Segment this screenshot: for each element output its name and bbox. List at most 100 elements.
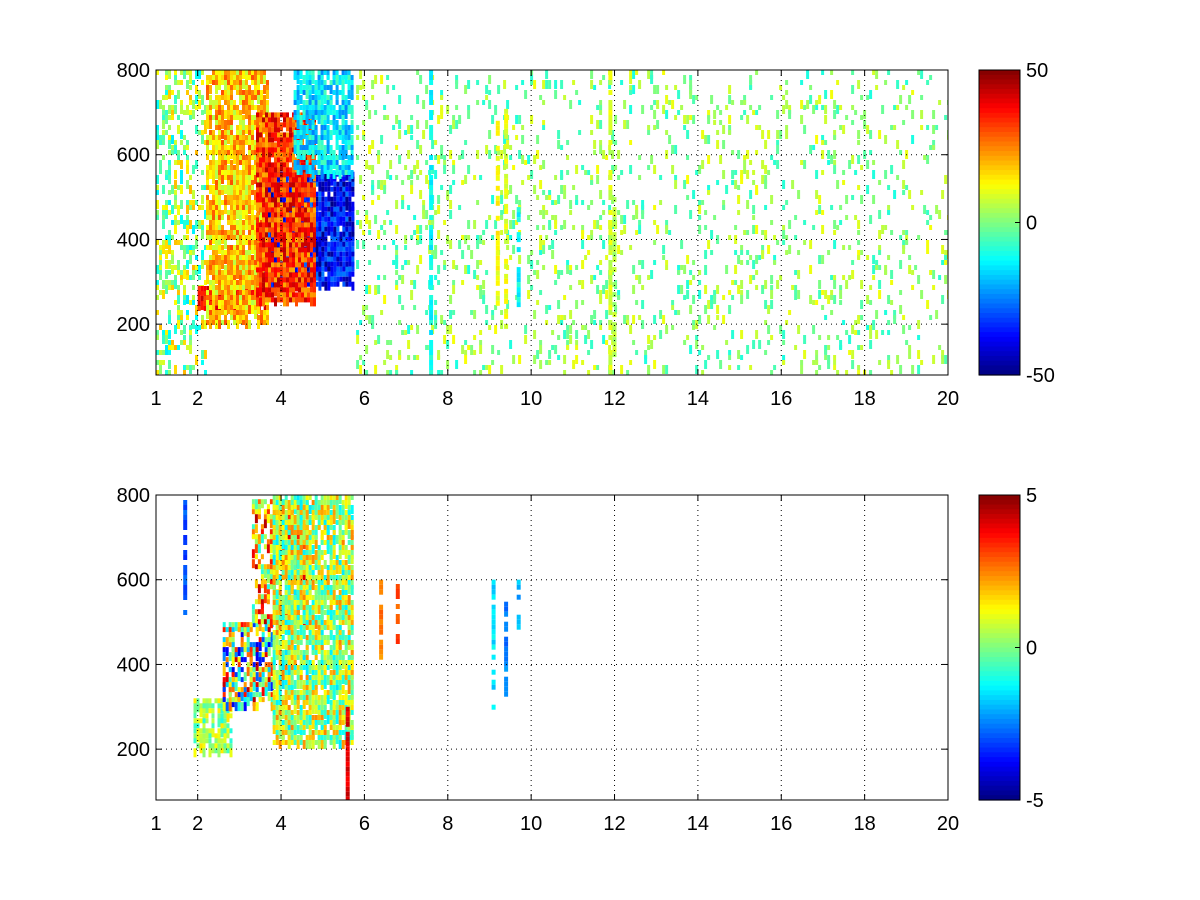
heatmap-cell (317, 105, 321, 114)
heatmap-cell (293, 140, 297, 145)
heatmap-cell (752, 180, 756, 185)
heatmap-cell (452, 165, 456, 174)
heatmap-cell (156, 370, 159, 375)
heatmap-cell (491, 195, 495, 204)
heatmap-cell (262, 142, 265, 152)
heatmap-cell (203, 306, 207, 311)
heatmap-cell (911, 90, 915, 95)
heatmap-cell (905, 340, 909, 345)
heatmap-cell (236, 205, 239, 214)
heatmap-cell (215, 75, 218, 84)
heatmap-cell (746, 230, 750, 235)
heatmap-cell (206, 310, 209, 319)
heatmap-cell (274, 182, 277, 192)
heatmap-cell (890, 230, 894, 235)
heatmap-cell (312, 246, 316, 256)
heatmap-cell (277, 152, 280, 158)
heatmap-cell (221, 250, 224, 255)
heatmap-cell (233, 110, 236, 119)
heatmap-cell (548, 225, 552, 230)
heatmap-cell (746, 170, 750, 179)
heatmap-cell (257, 75, 260, 80)
heatmap-cell (201, 80, 204, 85)
heatmap-cell (186, 70, 189, 75)
heatmap-cell (410, 295, 414, 300)
heatmap-cell (701, 200, 705, 205)
heatmap-cell (887, 330, 891, 335)
heatmap-cell (338, 90, 342, 95)
heatmap-cell (201, 230, 204, 239)
x-tick-label: 8 (442, 388, 453, 410)
heatmap-cell (332, 160, 336, 169)
heatmap-cell (308, 100, 312, 109)
heatmap-cell (189, 335, 192, 340)
heatmap-cell (168, 165, 171, 170)
heatmap-cell (863, 120, 867, 129)
heatmap-cell (429, 230, 434, 235)
heatmap-cell (227, 165, 230, 170)
heatmap-cell (329, 110, 333, 115)
heatmap-cell (458, 240, 462, 249)
heatmap-cell (527, 290, 531, 299)
heatmap-cell (311, 135, 315, 144)
heatmap-cell (788, 245, 792, 254)
heatmap-cell (162, 155, 165, 160)
heatmap-cell (286, 142, 289, 152)
heatmap-cell (192, 285, 195, 290)
heatmap-cell (345, 201, 349, 211)
heatmap-cell (336, 226, 340, 232)
heatmap-cell (338, 80, 342, 85)
heatmap-cell (262, 187, 265, 193)
colorbar-swatch (979, 179, 1020, 185)
heatmap-cell (356, 260, 360, 269)
heatmap-cell (183, 365, 186, 374)
heatmap-cell (251, 270, 254, 275)
heatmap-cell (186, 225, 189, 234)
heatmap-cell (224, 270, 227, 279)
heatmap-cell (351, 281, 355, 291)
heatmap-cell (222, 627, 226, 633)
heatmap-cell (229, 748, 233, 758)
heatmap-cell (612, 207, 617, 213)
heatmap-cell (710, 230, 714, 239)
heatmap-cell (893, 315, 897, 324)
heatmap-cell (315, 211, 319, 221)
heatmap-cell (944, 230, 948, 235)
heatmap-cell (797, 270, 801, 279)
heatmap-cell (677, 285, 681, 294)
heatmap-cell (203, 296, 207, 301)
heatmap-cell (326, 100, 330, 109)
heatmap-cell (495, 265, 500, 271)
heatmap-cell (271, 242, 274, 252)
heatmap-cell (230, 70, 233, 75)
heatmap-cell (371, 180, 375, 189)
heatmap-cell (289, 292, 292, 298)
heatmap-cell (350, 80, 354, 89)
heatmap-cell (283, 172, 286, 182)
heatmap-cell (248, 85, 251, 94)
heatmap-cell (263, 105, 266, 114)
heatmap-cell (341, 100, 345, 105)
heatmap-cell (503, 80, 507, 89)
heatmap-cell (212, 140, 215, 149)
heatmap-cell (329, 100, 333, 109)
heatmap-cell (761, 245, 765, 254)
heatmap-cell (206, 215, 209, 220)
heatmap-cell (860, 300, 864, 309)
heatmap-cell (327, 186, 331, 192)
heatmap-cell (209, 270, 212, 275)
heatmap-cell (239, 175, 242, 184)
heatmap-cell (248, 235, 251, 244)
heatmap-cell (239, 170, 242, 175)
heatmap-cell (204, 120, 207, 129)
heatmap-cell (887, 255, 891, 260)
heatmap-cell (429, 315, 434, 320)
heatmap-cell (803, 160, 807, 169)
heatmap-cell (680, 240, 684, 249)
heatmap-cell (542, 265, 546, 270)
heatmap-cell (351, 216, 355, 222)
heatmap-cell (377, 275, 381, 280)
heatmap-cell (446, 105, 450, 114)
heatmap-cell (218, 80, 221, 89)
x-tick-label: 12 (603, 388, 625, 410)
